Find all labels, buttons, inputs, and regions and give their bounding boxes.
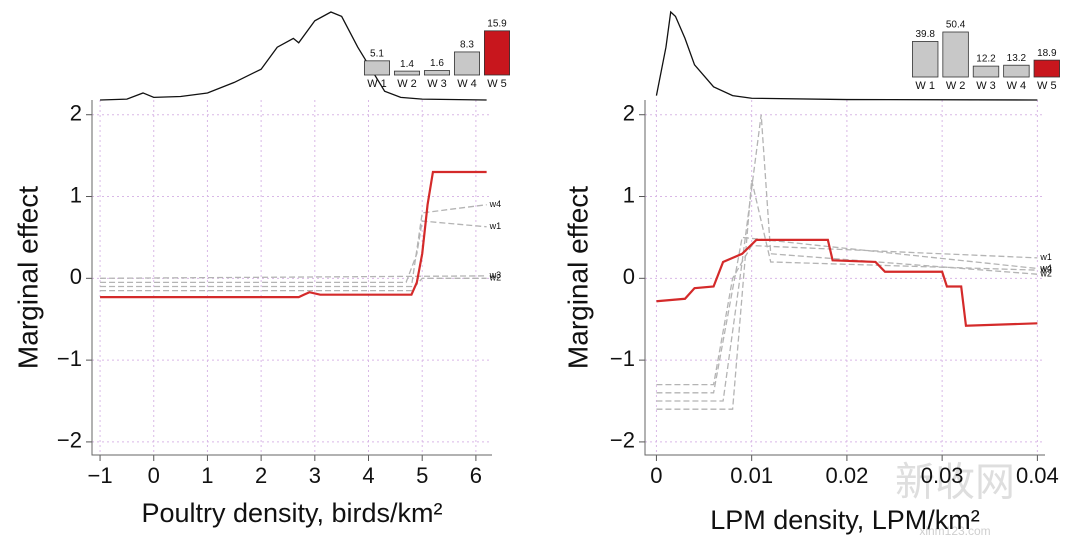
y-tick-label: 0 bbox=[623, 264, 635, 289]
series-label: w1 bbox=[489, 221, 502, 231]
density-curve bbox=[655, 10, 1038, 101]
x-tick-label: −1 bbox=[88, 463, 113, 488]
bar-category-label: W 4 bbox=[1007, 80, 1027, 92]
y-tick-label: 1 bbox=[623, 182, 635, 207]
bar bbox=[912, 41, 939, 78]
bar-category-label: W 2 bbox=[397, 78, 417, 90]
series-label: w4 bbox=[1039, 263, 1052, 273]
series-line bbox=[100, 275, 487, 279]
x-tick-label: 4 bbox=[362, 463, 374, 488]
x-tick-label: 2 bbox=[255, 463, 267, 488]
x-tick-label: 0 bbox=[650, 463, 662, 488]
x-tick-label: 0.04 bbox=[1016, 463, 1059, 488]
series-label: w2 bbox=[1039, 269, 1052, 279]
bar-category-label: W 4 bbox=[457, 78, 477, 90]
x-tick-label: 3 bbox=[309, 463, 321, 488]
x-axis-label: LPM density, LPM/km² bbox=[710, 505, 980, 535]
bar-value-label: 1.6 bbox=[430, 58, 444, 69]
series-label: w2 bbox=[489, 273, 502, 283]
series-line bbox=[100, 204, 487, 288]
bar bbox=[1003, 64, 1030, 78]
bar bbox=[453, 51, 480, 76]
bar bbox=[1033, 59, 1060, 78]
y-tick-label: 2 bbox=[70, 101, 82, 126]
bar-value-label: 15.9 bbox=[487, 18, 507, 29]
x-tick-label: 0.03 bbox=[921, 463, 964, 488]
series-label: w3 bbox=[1039, 265, 1052, 275]
x-tick-label: 6 bbox=[470, 463, 482, 488]
y-tick-label: 1 bbox=[70, 182, 82, 207]
bar-value-label: 12.2 bbox=[976, 54, 996, 65]
series-line bbox=[656, 180, 1038, 410]
x-axis-label: Poultry density, birds/km² bbox=[141, 498, 442, 528]
series-label: w4 bbox=[489, 199, 502, 209]
axis-frame bbox=[91, 100, 492, 456]
series-line bbox=[100, 277, 487, 292]
y-tick-label: −1 bbox=[610, 346, 635, 371]
y-tick-label: −1 bbox=[57, 346, 82, 371]
y-tick-label: −2 bbox=[610, 428, 635, 453]
series-line bbox=[656, 114, 1038, 402]
x-tick-label: 0 bbox=[148, 463, 160, 488]
x-tick-label: 0.02 bbox=[825, 463, 868, 488]
y-axis-label: Marginal effect bbox=[12, 186, 43, 369]
y-axis-label: Marginal effect bbox=[562, 186, 593, 369]
bar-value-label: 13.2 bbox=[1007, 53, 1027, 64]
bar bbox=[942, 31, 969, 78]
y-tick-label: −2 bbox=[57, 428, 82, 453]
series-line bbox=[656, 238, 1038, 327]
density-curve bbox=[100, 11, 487, 101]
bar-category-label: W 1 bbox=[367, 78, 387, 90]
bar-value-label: 1.4 bbox=[400, 59, 414, 70]
bar-value-label: 50.4 bbox=[946, 20, 966, 31]
series-line bbox=[656, 236, 1038, 394]
series-line bbox=[100, 220, 487, 284]
series-line bbox=[100, 170, 487, 299]
watermark-title: 新收网 bbox=[895, 461, 1015, 505]
series-label: w3 bbox=[489, 270, 502, 280]
bar-value-label: 39.8 bbox=[915, 29, 935, 40]
bar bbox=[423, 70, 450, 76]
x-tick-label: 0.01 bbox=[730, 463, 773, 488]
y-tick-label: 2 bbox=[623, 101, 635, 126]
watermark-url: xinm123.com bbox=[919, 524, 990, 538]
bar bbox=[972, 65, 1000, 78]
bar bbox=[393, 70, 420, 76]
x-tick-label: 5 bbox=[416, 463, 428, 488]
axis-frame bbox=[644, 100, 1045, 456]
bar bbox=[363, 60, 390, 76]
bar-value-label: 18.9 bbox=[1037, 48, 1057, 59]
bar-category-label: W 3 bbox=[427, 78, 447, 90]
bar-category-label: W 5 bbox=[487, 78, 507, 90]
y-tick-label: 0 bbox=[70, 264, 82, 289]
bar-value-label: 8.3 bbox=[460, 40, 474, 51]
series-label: w1 bbox=[1039, 252, 1052, 262]
bar-category-label: W 2 bbox=[946, 80, 966, 92]
bar bbox=[483, 30, 510, 76]
bar-category-label: W 1 bbox=[915, 80, 935, 92]
bar-category-label: W 3 bbox=[976, 80, 996, 92]
bar-category-label: W 5 bbox=[1037, 80, 1057, 92]
bar-value-label: 5.1 bbox=[370, 48, 384, 59]
x-tick-label: 1 bbox=[201, 463, 213, 488]
